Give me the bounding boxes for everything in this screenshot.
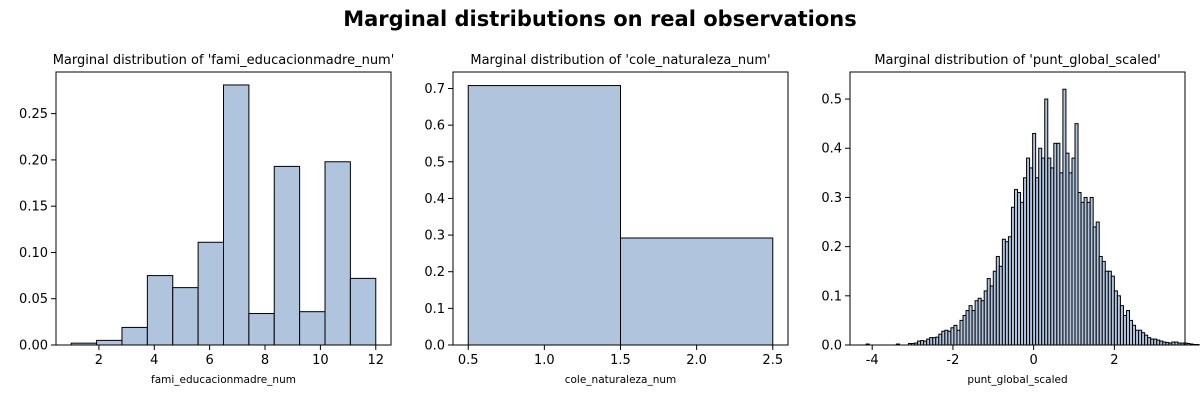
x-tick-label: 6 (206, 353, 214, 368)
y-tick-label: 0.2 (424, 265, 445, 280)
histogram-bar (620, 237, 774, 346)
panel-2-xlabel: cole_naturaleza_num (565, 374, 677, 386)
y-tick-label: 0.3 (821, 191, 842, 206)
y-tick-label: 0.20 (19, 153, 48, 168)
histogram-bar (197, 241, 224, 346)
histogram-bar (324, 161, 351, 346)
panel-global-score: Marginal distribution of 'punt_global_sc… (821, 53, 1200, 386)
panel-2-title: Marginal distribution of 'cole_naturalez… (470, 53, 770, 68)
x-tick-label: 8 (261, 353, 269, 368)
histogram-bar (467, 85, 621, 346)
histogram-bar (121, 326, 148, 346)
x-tick-label: 1.0 (534, 353, 555, 368)
x-tick-label: 1.5 (610, 353, 631, 368)
x-tick-label: 2 (95, 353, 103, 368)
histogram-bar (146, 275, 174, 346)
panel-3-xlabel: punt_global_scaled (967, 374, 1067, 386)
y-tick-label: 0.1 (424, 302, 445, 317)
x-tick-label: 0 (1030, 353, 1038, 368)
x-tick-label: -4 (866, 353, 879, 368)
panel-school-nature: Marginal distribution of 'cole_naturalez… (424, 53, 789, 386)
x-tick-label: 4 (150, 353, 158, 368)
x-tick-label: 12 (367, 353, 384, 368)
histogram-bar (349, 277, 377, 346)
panel-1-title: Marginal distribution of 'fami_educacion… (53, 53, 395, 68)
y-tick-label: 0.4 (821, 142, 842, 157)
axes-frame (849, 71, 1186, 346)
y-tick-label: 0.1 (821, 289, 842, 304)
y-tick-label: 0.5 (821, 93, 842, 108)
y-tick-label: 0.5 (424, 155, 445, 170)
panel-mother-education: Marginal distribution of 'fami_educacion… (19, 53, 394, 386)
panel-3-plot-area: -4 -2 0 2 0.0 0.1 0.2 0.3 0.4 0.5 (821, 71, 1200, 368)
y-tick-label: 0.25 (19, 107, 48, 122)
y-tick-label: 0.00 (19, 339, 48, 354)
y-tick-label: 0.2 (821, 240, 842, 255)
y-tick-label: 0.6 (424, 119, 445, 134)
panel-1-xlabel: fami_educacionmadre_num (151, 374, 296, 386)
x-tick-label: 10 (312, 353, 329, 368)
x-tick-label: 2 (1110, 353, 1118, 368)
y-tick-label: 0.15 (19, 200, 48, 215)
histogram-bar (96, 339, 123, 346)
y-tick-label: 0.4 (424, 192, 445, 207)
y-tick-label: 0.0 (424, 339, 445, 354)
panel-2-plot-area: 0.5 1.0 1.5 2.0 2.5 0.0 0.1 0.2 0.3 0.4 0.5 0.6 0.7 (424, 71, 789, 368)
x-tick-label: 0.5 (458, 353, 479, 368)
panel-1-plot-area: 2 4 6 8 10 12 0.00 0.05 0.10 0.15 0.20 0.25 (19, 71, 392, 368)
y-tick-label: 0.05 (19, 292, 48, 307)
y-tick-label: 0.10 (19, 246, 48, 261)
axes-frame (55, 71, 392, 346)
x-tick-label: 2.0 (686, 353, 707, 368)
histogram-bar (248, 313, 275, 346)
y-tick-label: 0.3 (424, 229, 445, 244)
histogram-bar (299, 311, 326, 346)
panel-3-title: Marginal distribution of 'punt_global_sc… (874, 53, 1160, 68)
y-tick-label: 0.7 (424, 82, 445, 97)
x-tick-label: 2.5 (762, 353, 783, 368)
x-tick-label: -2 (946, 353, 959, 368)
figure-suptitle: Marginal distributions on real observati… (343, 7, 857, 31)
y-tick-label: 0.0 (821, 339, 842, 354)
histogram-bar (172, 287, 199, 346)
histogram-bar (223, 84, 250, 346)
histogram-bar (273, 165, 301, 346)
